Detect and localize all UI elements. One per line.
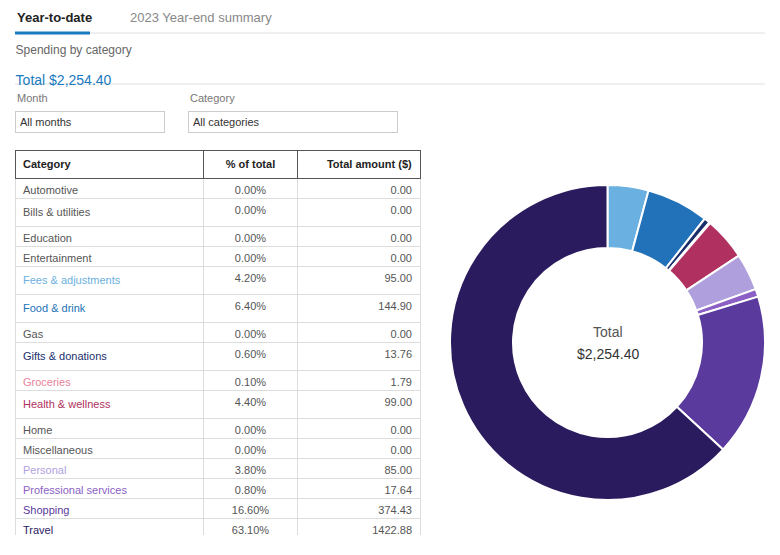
svg-text:Home: Home bbox=[23, 424, 52, 436]
svg-text:4.20%: 4.20% bbox=[235, 272, 266, 284]
svg-text:All categories: All categories bbox=[193, 116, 260, 128]
svg-text:63.10%: 63.10% bbox=[232, 524, 270, 535]
svg-text:Bills & utilities: Bills & utilities bbox=[23, 206, 91, 218]
svg-text:0.00: 0.00 bbox=[391, 184, 412, 196]
svg-text:0.00: 0.00 bbox=[391, 444, 412, 456]
svg-text:13.76: 13.76 bbox=[384, 348, 412, 360]
svg-text:Category: Category bbox=[190, 92, 235, 104]
svg-text:All months: All months bbox=[20, 116, 72, 128]
svg-text:2023 Year-end summary: 2023 Year-end summary bbox=[130, 10, 272, 25]
svg-text:0.00%: 0.00% bbox=[235, 444, 266, 456]
svg-text:16.60%: 16.60% bbox=[232, 504, 270, 516]
svg-text:Automotive: Automotive bbox=[23, 184, 78, 196]
svg-text:Groceries: Groceries bbox=[23, 376, 71, 388]
svg-text:0.00%: 0.00% bbox=[235, 252, 266, 264]
svg-text:0.00: 0.00 bbox=[391, 232, 412, 244]
svg-text:0.00: 0.00 bbox=[391, 328, 412, 340]
svg-text:17.64: 17.64 bbox=[384, 484, 412, 496]
svg-text:Food & drink: Food & drink bbox=[23, 302, 86, 314]
svg-text:Education: Education bbox=[23, 232, 72, 244]
svg-text:0.00%: 0.00% bbox=[235, 424, 266, 436]
svg-text:85.00: 85.00 bbox=[384, 464, 412, 476]
svg-text:3.80%: 3.80% bbox=[235, 464, 266, 476]
svg-text:Travel: Travel bbox=[23, 524, 53, 535]
svg-text:Total: Total bbox=[593, 324, 623, 340]
svg-text:Miscellaneous: Miscellaneous bbox=[23, 444, 93, 456]
svg-text:95.00: 95.00 bbox=[384, 272, 412, 284]
svg-text:1422.88: 1422.88 bbox=[372, 524, 412, 535]
svg-text:Year-to-date: Year-to-date bbox=[17, 10, 92, 25]
svg-text:4.40%: 4.40% bbox=[235, 396, 266, 408]
svg-text:99.00: 99.00 bbox=[384, 396, 412, 408]
svg-text:Total $2,254.40: Total $2,254.40 bbox=[16, 72, 112, 88]
svg-text:% of total: % of total bbox=[226, 158, 276, 170]
svg-text:0.00%: 0.00% bbox=[235, 204, 266, 216]
svg-text:Professional services: Professional services bbox=[23, 484, 127, 496]
svg-text:Total amount ($): Total amount ($) bbox=[327, 158, 412, 170]
svg-text:Category: Category bbox=[23, 158, 72, 170]
svg-text:0.00%: 0.00% bbox=[235, 184, 266, 196]
svg-text:Gas: Gas bbox=[23, 328, 44, 340]
svg-text:Month: Month bbox=[17, 92, 48, 104]
svg-text:Gifts & donations: Gifts & donations bbox=[23, 350, 107, 362]
svg-text:374.43: 374.43 bbox=[378, 504, 412, 516]
svg-text:0.00: 0.00 bbox=[391, 252, 412, 264]
svg-text:Spending by category: Spending by category bbox=[16, 43, 132, 57]
svg-text:0.60%: 0.60% bbox=[235, 348, 266, 360]
svg-text:0.00%: 0.00% bbox=[235, 328, 266, 340]
svg-text:144.90: 144.90 bbox=[378, 300, 412, 312]
svg-text:0.10%: 0.10% bbox=[235, 376, 266, 388]
svg-text:0.80%: 0.80% bbox=[235, 484, 266, 496]
svg-text:0.00: 0.00 bbox=[391, 204, 412, 216]
svg-text:1.79: 1.79 bbox=[391, 376, 412, 388]
svg-text:Entertainment: Entertainment bbox=[23, 252, 91, 264]
svg-text:0.00%: 0.00% bbox=[235, 232, 266, 244]
svg-text:6.40%: 6.40% bbox=[235, 300, 266, 312]
svg-text:$2,254.40: $2,254.40 bbox=[577, 346, 639, 362]
svg-text:Health & wellness: Health & wellness bbox=[23, 398, 111, 410]
svg-text:Personal: Personal bbox=[23, 464, 66, 476]
svg-text:0.00: 0.00 bbox=[391, 424, 412, 436]
svg-text:Fees & adjustments: Fees & adjustments bbox=[23, 274, 121, 286]
svg-text:Shopping: Shopping bbox=[23, 504, 70, 516]
